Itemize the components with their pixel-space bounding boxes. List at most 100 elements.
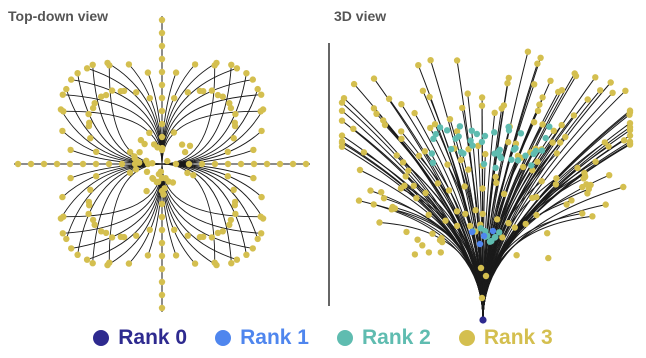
- node-rank-3: [547, 77, 554, 85]
- node-rank-3: [250, 146, 257, 154]
- node-rank-3: [158, 16, 166, 24]
- node-rank-3: [228, 61, 235, 68]
- node-rank-3: [86, 202, 93, 209]
- node-rank-3: [605, 143, 612, 150]
- node-rank-2: [429, 159, 437, 166]
- node-rank-3: [421, 148, 428, 155]
- node-rank-2: [492, 164, 499, 171]
- node-rank-3: [370, 105, 378, 112]
- node-rank-3: [27, 160, 35, 168]
- node-rank-3: [249, 76, 256, 83]
- node-rank-3: [626, 127, 634, 134]
- node-rank-3: [59, 193, 66, 201]
- node-rank-3: [83, 256, 91, 263]
- node-rank-3: [118, 160, 126, 168]
- legend-item-rank-0: Rank 0: [93, 326, 187, 350]
- node-rank-3: [232, 110, 239, 118]
- node-rank-3: [158, 226, 166, 234]
- rank-1-marker-icon: [215, 330, 232, 346]
- node-rank-3: [574, 164, 581, 172]
- node-rank-3: [338, 117, 346, 124]
- node-rank-3: [427, 57, 434, 64]
- node-rank-3: [230, 186, 237, 193]
- node-rank-3: [258, 193, 265, 201]
- node-rank-3: [186, 142, 194, 149]
- node-rank-2: [443, 127, 451, 134]
- node-rank-3: [57, 215, 65, 222]
- node-rank-3: [413, 194, 420, 202]
- node-rank-3: [465, 166, 472, 173]
- node-rank-3: [553, 175, 560, 182]
- node-rank-3: [505, 219, 512, 227]
- node-rank-3: [85, 122, 93, 130]
- node-rank-3: [414, 236, 421, 243]
- node-rank-3: [482, 150, 489, 158]
- node-rank-3: [466, 222, 474, 230]
- node-rank-3: [137, 136, 145, 144]
- node-rank-3: [533, 211, 540, 219]
- node-rank-3: [219, 228, 226, 235]
- node-rank-3: [592, 74, 599, 81]
- node-rank-3: [609, 89, 616, 97]
- node-rank-3: [405, 167, 412, 174]
- node-rank-3: [190, 172, 197, 179]
- node-rank-3: [59, 91, 66, 98]
- node-rank-3: [493, 179, 500, 187]
- node-rank-3: [607, 79, 614, 86]
- node-rank-1: [476, 240, 484, 248]
- node-rank-3: [626, 111, 633, 118]
- node-rank-3: [149, 160, 156, 167]
- edge: [161, 163, 253, 249]
- legend-item-rank-2: Rank 2: [337, 326, 431, 350]
- node-rank-3: [85, 110, 92, 118]
- node-rank-3: [208, 234, 216, 241]
- node-rank-3: [453, 222, 461, 230]
- node-rank-3: [531, 81, 538, 88]
- node-rank-3: [622, 87, 629, 95]
- node-rank-3: [552, 181, 560, 188]
- node-rank-3: [398, 135, 405, 142]
- node-rank-2: [460, 150, 467, 157]
- node-rank-3: [442, 217, 449, 224]
- node-rank-3: [224, 173, 231, 180]
- node-rank-3: [376, 219, 383, 226]
- node-rank-3: [93, 148, 100, 155]
- node-rank-3: [74, 70, 81, 77]
- rank-2-marker-icon: [337, 330, 353, 346]
- node-rank-3: [60, 108, 67, 115]
- node-rank-3: [237, 160, 245, 168]
- node-rank-3: [477, 264, 485, 272]
- node-rank-3: [117, 88, 125, 95]
- node-rank-3: [250, 160, 258, 168]
- node-rank-3: [367, 187, 374, 194]
- node-rank-3: [158, 55, 166, 63]
- node-rank-3: [446, 116, 454, 123]
- node-rank-2: [517, 130, 525, 137]
- node-rank-3: [403, 228, 410, 236]
- node-rank-3: [513, 252, 520, 259]
- node-rank-3: [93, 173, 100, 180]
- node-rank-3: [172, 160, 180, 168]
- node-rank-3: [59, 127, 66, 135]
- node-rank-3: [370, 201, 377, 208]
- node-rank-3: [74, 251, 81, 258]
- node-rank-3: [398, 128, 405, 135]
- node-rank-3: [224, 148, 231, 155]
- node-rank-3: [479, 185, 486, 192]
- edge: [108, 65, 163, 165]
- node-rank-2: [468, 127, 475, 134]
- node-rank-3: [585, 185, 592, 193]
- node-rank-3: [419, 87, 427, 95]
- node-rank-3: [626, 132, 634, 139]
- node-rank-3: [524, 48, 532, 55]
- node-rank-3: [191, 260, 199, 267]
- node-rank-3: [579, 210, 586, 217]
- node-rank-3: [211, 160, 219, 168]
- node-rank-3: [338, 139, 346, 147]
- node-rank-3: [553, 150, 560, 157]
- legend-label-rank-0: Rank 0: [118, 326, 188, 349]
- edge: [161, 163, 261, 218]
- node-rank-3: [132, 166, 140, 173]
- rank-0-marker-icon: [93, 330, 110, 346]
- node-rank-3: [545, 254, 552, 262]
